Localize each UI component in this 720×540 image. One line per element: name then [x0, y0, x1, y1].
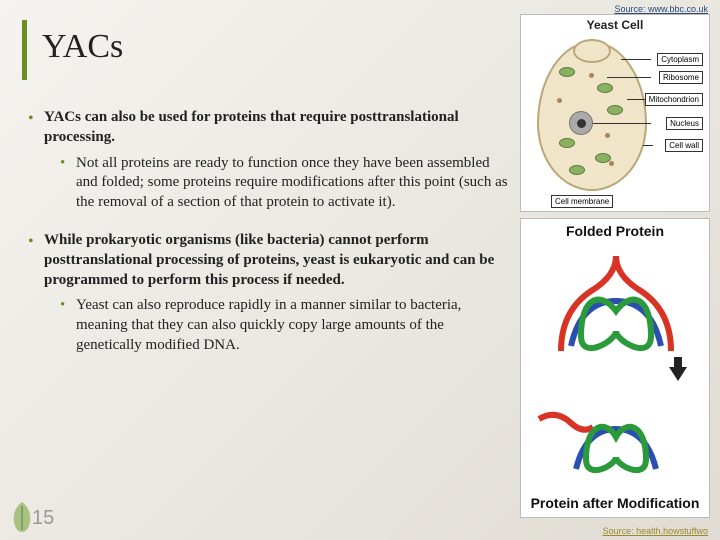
- content-area: YACs can also be used for proteins that …: [28, 108, 508, 374]
- bullet-1: YACs can also be used for proteins that …: [28, 108, 508, 213]
- label-cellwall: Cell wall: [665, 139, 703, 152]
- cell-body: [537, 41, 647, 191]
- nucleus-icon: [569, 111, 593, 135]
- ribosome-icon: [589, 73, 594, 78]
- label-line: [607, 77, 651, 78]
- yeast-title: Yeast Cell: [521, 15, 709, 35]
- label-mitochondrion: Mitochondrion: [645, 93, 703, 106]
- modified-protein-title: Protein after Modification: [521, 496, 709, 511]
- label-cytoplasm: Cytoplasm: [657, 53, 703, 66]
- accent-bar: [22, 20, 27, 80]
- mitochondrion-icon: [559, 138, 575, 148]
- page-title: YACs: [42, 28, 123, 66]
- mitochondrion-icon: [569, 165, 585, 175]
- ribosome-icon: [605, 133, 610, 138]
- cell-bud: [573, 39, 611, 63]
- label-line: [643, 145, 653, 146]
- bullet-2-sub: Yeast can also reproduce rapidly in a ma…: [44, 296, 508, 355]
- yeast-cell-diagram: Yeast Cell Cytoplasm Ribosome Mitochondr…: [520, 14, 710, 212]
- label-membrane: Cell membrane: [551, 195, 613, 208]
- folded-protein-title: Folded Protein: [521, 223, 709, 239]
- bullet-2: While prokaryotic organisms (like bacter…: [28, 231, 508, 356]
- ribosome-icon: [609, 161, 614, 166]
- bullet-1-sub: Not all proteins are ready to function o…: [44, 154, 508, 213]
- modified-protein-icon: [521, 379, 711, 489]
- folded-protein-icon: [521, 241, 711, 371]
- nucleolus-icon: [577, 119, 586, 128]
- label-nucleus: Nucleus: [666, 117, 703, 130]
- mitochondrion-icon: [607, 105, 623, 115]
- label-line: [593, 123, 651, 124]
- mitochondrion-icon: [559, 67, 575, 77]
- page-number: 15: [32, 507, 54, 530]
- source-link-top[interactable]: Source: www.bbc.co.uk: [614, 4, 708, 14]
- protein-diagram: Folded Protein Protein after Modificatio…: [520, 218, 710, 518]
- label-ribosome: Ribosome: [659, 71, 703, 84]
- ribosome-icon: [557, 98, 562, 103]
- source-link-bottom[interactable]: Source: health.howstuffwo: [603, 526, 708, 536]
- mitochondrion-icon: [597, 83, 613, 93]
- label-line: [621, 59, 651, 60]
- images-column: Yeast Cell Cytoplasm Ribosome Mitochondr…: [520, 14, 710, 518]
- bullet-1-lead: YACs can also be used for proteins that …: [44, 109, 459, 145]
- bullet-2-lead: While prokaryotic organisms (like bacter…: [44, 232, 494, 288]
